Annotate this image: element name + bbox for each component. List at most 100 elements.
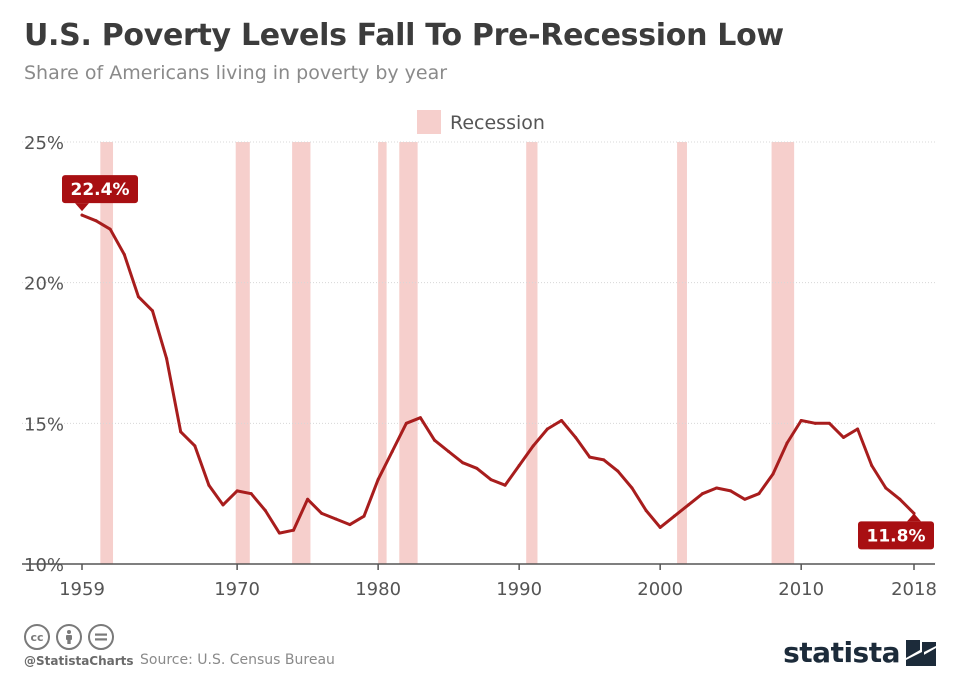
poverty-line-chart: 10% 15% 20% 25% 1959 1970 1980 1990 2000 2010 2018…	[22, 110, 937, 600]
callout-box	[62, 175, 138, 204]
callout-box	[858, 521, 934, 550]
callout-label: 22.4%	[71, 180, 130, 200]
creative-commons-icon: cc	[24, 624, 50, 650]
attribution-icon	[56, 624, 82, 650]
recession-band-1	[100, 142, 114, 564]
x-tick-label: 1959	[59, 579, 105, 600]
x-tick-label: 2000	[637, 579, 683, 600]
data-point	[757, 492, 761, 496]
data-point	[334, 517, 338, 521]
data-point	[545, 427, 549, 431]
data-point	[574, 435, 578, 439]
no-derivatives-icon	[88, 624, 114, 650]
statista-logo[interactable]: statista	[783, 636, 936, 669]
callout-last-value: 11.8%	[858, 513, 934, 550]
callout-pointer	[75, 203, 89, 212]
data-point	[108, 227, 112, 231]
data-point	[686, 503, 690, 507]
statista-mark-icon	[906, 639, 936, 666]
data-point	[841, 435, 845, 439]
legend-label-recession: Recession	[450, 112, 545, 134]
data-point	[376, 478, 380, 482]
data-point	[122, 253, 126, 257]
data-point	[602, 458, 606, 462]
data-point	[151, 309, 155, 313]
data-point	[856, 427, 860, 431]
data-point	[870, 464, 874, 468]
recession-band-3	[292, 142, 311, 564]
data-point	[292, 528, 296, 532]
data-point	[94, 219, 98, 223]
x-tick-label: 1990	[496, 579, 542, 600]
x-tick-label: 2018	[891, 579, 937, 600]
data-point	[418, 416, 422, 420]
data-point	[475, 466, 479, 470]
data-point	[672, 514, 676, 518]
callout-label: 11.8%	[867, 526, 926, 546]
data-point	[771, 472, 775, 476]
data-point	[447, 449, 451, 453]
data-point	[235, 489, 239, 493]
x-tick-label: 1970	[214, 579, 260, 600]
data-point	[630, 486, 634, 490]
data-point	[277, 531, 281, 535]
recession-band-5	[399, 142, 418, 564]
data-point	[263, 509, 267, 513]
y-tick-label: 25%	[24, 133, 64, 154]
recession-band-6	[526, 142, 538, 564]
data-point	[221, 503, 225, 507]
data-point	[80, 213, 84, 217]
source-note: Source: U.S. Census Bureau	[140, 652, 335, 668]
data-point	[136, 295, 140, 299]
data-point	[320, 511, 324, 515]
recession-band-2	[235, 142, 250, 564]
data-point	[207, 483, 211, 487]
legend-swatch-recession	[417, 110, 441, 134]
data-point	[898, 497, 902, 501]
recession-band-8	[771, 142, 795, 564]
y-tick-label: 15%	[24, 414, 64, 435]
x-tick-label: 2010	[778, 579, 824, 600]
recession-band-7	[677, 142, 687, 564]
data-point	[559, 419, 563, 423]
data-point	[461, 461, 465, 465]
data-point	[517, 464, 521, 468]
callout-pointer	[907, 513, 921, 522]
data-point	[179, 430, 183, 434]
license-icons: cc	[24, 624, 114, 650]
data-point	[658, 525, 662, 529]
data-point	[390, 449, 394, 453]
data-point	[729, 489, 733, 493]
data-point	[884, 486, 888, 490]
chart-title: U.S. Poverty Levels Fall To Pre-Recessio…	[24, 18, 784, 53]
data-point	[531, 444, 535, 448]
data-point	[348, 523, 352, 527]
chart-subtitle: Share of Americans living in poverty by …	[24, 62, 448, 84]
data-point	[165, 357, 169, 361]
data-point	[362, 514, 366, 518]
data-point	[700, 492, 704, 496]
data-point	[799, 419, 803, 423]
data-point	[616, 469, 620, 473]
y-tick-label: 10%	[24, 555, 64, 576]
data-point	[489, 478, 493, 482]
x-tick-label: 1980	[355, 579, 401, 600]
callout-first-value: 22.4%	[62, 175, 138, 212]
data-point	[715, 486, 719, 490]
data-point	[827, 421, 831, 425]
data-point	[306, 497, 310, 501]
data-point	[249, 492, 253, 496]
y-tick-label: 20%	[24, 274, 64, 295]
data-point	[404, 421, 408, 425]
data-point	[743, 497, 747, 501]
recession-band-4	[378, 142, 387, 564]
twitter-handle[interactable]: @StatistaCharts	[24, 654, 134, 668]
data-point	[588, 455, 592, 459]
poverty-rate-line	[80, 213, 916, 535]
data-point	[193, 444, 197, 448]
data-point	[813, 421, 817, 425]
data-point	[503, 483, 507, 487]
data-point	[644, 509, 648, 513]
data-point	[785, 441, 789, 445]
data-point	[433, 438, 437, 442]
